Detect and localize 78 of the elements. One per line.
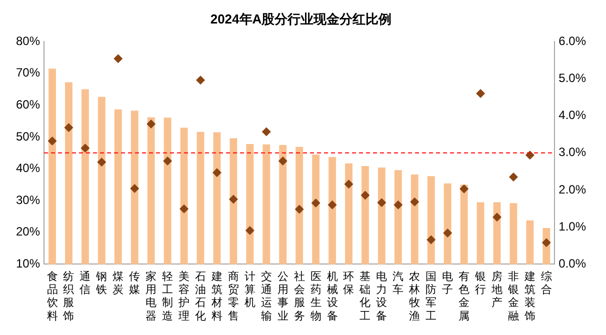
point (97, 158, 106, 167)
x-tick-label: 医药生物 (310, 270, 322, 322)
x-tick-label: 家用电器 (146, 270, 157, 322)
chart-title: 2024年A股分行业现金分红比例 (210, 11, 392, 26)
point (212, 168, 222, 178)
x-tick-label: 环保 (343, 270, 354, 296)
y2-tick-label: 6.0% (558, 34, 586, 48)
y2-tick-label: 5.0% (558, 71, 586, 86)
x-tick-label: 有色金属 (458, 270, 470, 322)
point (328, 200, 337, 210)
y2-tick-label: 3.0% (558, 145, 586, 160)
x-tick-label: 建筑材料 (210, 270, 222, 322)
point (344, 180, 354, 189)
x-tick-label: 美容护理 (178, 270, 190, 322)
point (294, 204, 304, 214)
y2-tick-label: 2.0% (558, 182, 586, 196)
point (360, 190, 370, 200)
x-tick-label: 交通运输 (260, 270, 272, 322)
x-tick-label: 社会服务 (294, 270, 305, 322)
y2-tick-label: 1.0% (558, 219, 586, 234)
point (114, 54, 123, 64)
point (262, 127, 271, 136)
point (163, 156, 172, 166)
x-tick-label: 煤炭 (112, 270, 124, 296)
x-tick-label: 传媒 (129, 270, 140, 296)
y-tick-label: 60% (16, 98, 40, 112)
point (196, 76, 205, 85)
point (377, 198, 386, 208)
x-tick-label: 公用事业 (277, 270, 288, 322)
point (130, 184, 140, 194)
x-tick-label: 通信 (80, 270, 91, 296)
point (311, 198, 320, 208)
y-tick-label: 10% (16, 256, 40, 271)
point (394, 200, 403, 210)
x-tick-label: 汽车 (392, 270, 404, 296)
point (228, 194, 238, 204)
y2-tick-label: 4.0% (558, 108, 586, 122)
point (410, 197, 420, 206)
y-tick-label: 40% (16, 161, 40, 176)
x-tick-label: 综合 (540, 270, 552, 296)
x-tick-label: 农林牧渔 (408, 270, 420, 322)
point (278, 156, 288, 166)
y-tick-label: 30% (16, 192, 40, 207)
point (443, 228, 452, 238)
point (508, 172, 518, 182)
y-tick-label: 80% (16, 34, 40, 48)
point (180, 204, 189, 214)
x-tick-label: 基础化工 (358, 270, 371, 322)
point (492, 212, 502, 222)
point (64, 123, 74, 132)
point (460, 184, 469, 194)
y-tick-label: 50% (16, 129, 40, 144)
x-tick-label: 轻工制造 (162, 270, 174, 322)
x-tick-label: 钢铁 (95, 270, 108, 296)
point (80, 144, 90, 153)
y-tick-label: 70% (16, 66, 40, 80)
x-tick-label: 电子 (442, 270, 454, 296)
x-tick-label: 计算机 (244, 270, 256, 310)
x-tick-label: 电力设备 (376, 270, 388, 322)
x-tick-label: 国防军工 (426, 270, 437, 322)
x-tick-label: 石油石化 (195, 270, 206, 322)
point (48, 136, 57, 146)
x-tick-label: 商贸零售 (228, 270, 239, 322)
point (542, 238, 551, 248)
point (426, 235, 436, 244)
y-tick-label: 20% (16, 224, 40, 239)
x-tick-label: 银行 (474, 270, 486, 296)
x-tick-label: 机械设备 (326, 270, 338, 322)
x-tick-label: 房地产 (490, 270, 502, 310)
x-tick-label: 非银金融 (506, 270, 519, 322)
x-tick-label: 建筑装饰 (523, 270, 536, 322)
x-tick-label: 纺织服饰 (62, 270, 74, 322)
y2-tick-label: 0.0% (558, 256, 586, 271)
point (476, 89, 486, 98)
point (146, 119, 156, 128)
point (245, 226, 254, 235)
x-tick-label: 食品饮料 (46, 270, 58, 322)
point (525, 150, 534, 160)
